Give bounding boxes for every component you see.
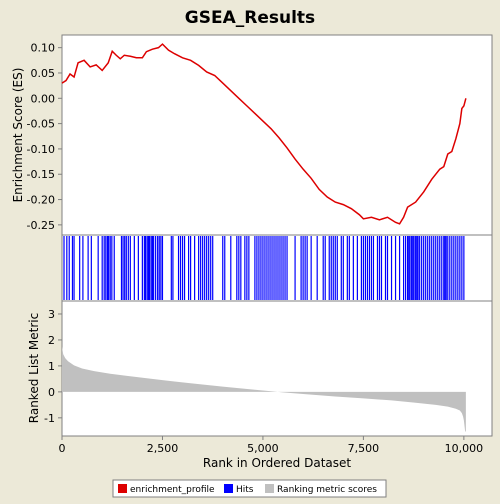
metric-y-tick-label-0: 3	[48, 308, 55, 321]
es-y-tick-label-5: -0.15	[27, 168, 55, 181]
metric-y-tick-label-1: 2	[48, 334, 55, 347]
es-y-tick-label-1: 0.05	[31, 67, 56, 80]
es-y-tick-label-7: -0.25	[27, 219, 55, 232]
es-axis-label: Enrichment Score (ES)	[11, 68, 25, 203]
es-y-tick-label-3: -0.05	[27, 118, 55, 131]
legend-label-metric: Ranking metric scores	[277, 485, 377, 495]
metric-y-tick-label-4: -1	[44, 412, 55, 425]
x-tick-label-0: 0	[59, 442, 66, 455]
legend-label-enrichment: enrichment_profile	[130, 485, 215, 495]
legend-box	[112, 479, 387, 498]
enrichment-profile-line	[61, 43, 467, 225]
metric-y-tick-label-3: 0	[48, 386, 55, 399]
hits-layer	[63, 236, 465, 300]
legend-swatch-metric	[265, 484, 274, 493]
legend: enrichment_profile Hits Ranking metric s…	[112, 479, 387, 498]
metric-axis-label: Ranked List Metric	[27, 313, 41, 423]
metric-panel	[61, 300, 493, 437]
x-tick-label-1: 2,500	[147, 442, 179, 455]
legend-swatch-enrichment	[118, 484, 127, 493]
metric-layer	[62, 346, 466, 433]
legend-label-hits: Hits	[236, 485, 254, 495]
x-tick-label-4: 10,000	[445, 442, 484, 455]
ranking-metric-area	[62, 346, 466, 433]
es-y-tick-label-4: -0.10	[27, 143, 55, 156]
es-y-tick-label-6: -0.20	[27, 194, 55, 207]
legend-swatch-hits	[224, 484, 233, 493]
metric-y-tick-label-2: 1	[48, 360, 55, 373]
x-tick-label-3: 7,500	[348, 442, 380, 455]
chart-title: GSEA_Results	[185, 8, 315, 28]
enrichment-layer	[61, 43, 467, 225]
es-y-tick-label-0: 0.10	[31, 42, 56, 55]
x-tick-label-2: 5,000	[247, 442, 279, 455]
es-y-tick-label-2: 0.00	[31, 92, 56, 105]
x-axis-label: Rank in Ordered Dataset	[203, 456, 351, 470]
axes-layer: 0.10 0.05 0.00 -0.05 -0.10 -0.15 -0.20 -0.25 3 2 1…	[27, 42, 484, 455]
